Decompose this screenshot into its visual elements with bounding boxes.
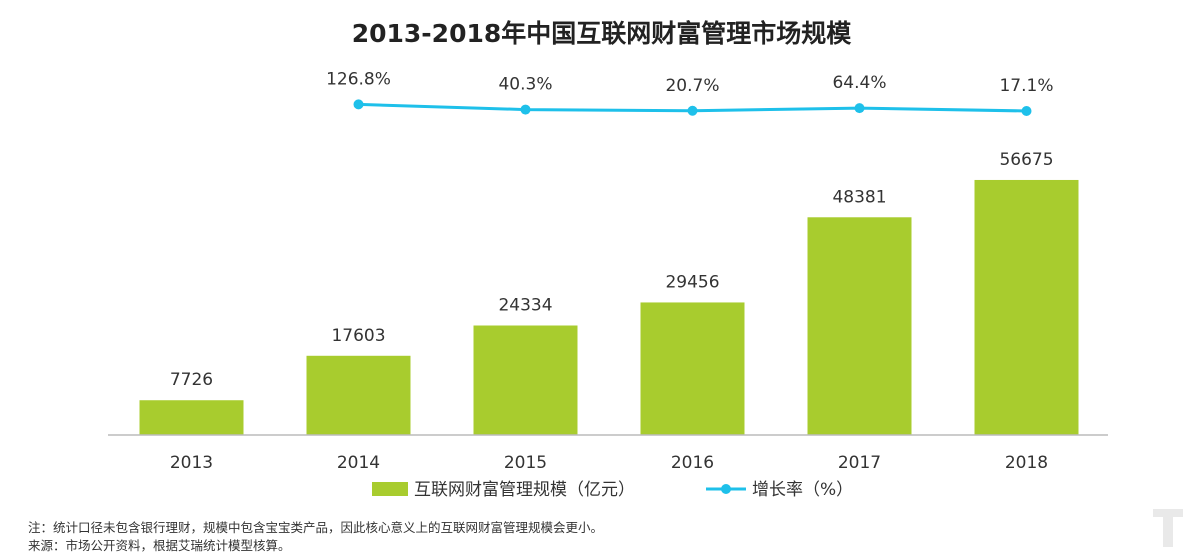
bar-2013 xyxy=(139,400,244,435)
x-tick-2014: 2014 xyxy=(337,453,380,473)
footnote-source: 来源：市场公开资料，根据艾瑞统计模型核算。 xyxy=(28,538,291,553)
yiou-logo-icon xyxy=(1153,509,1183,547)
bar-2017 xyxy=(807,217,912,435)
legend-bar-label: 互联网财富管理规模（亿元） xyxy=(414,480,635,500)
growth-point-2015 xyxy=(520,104,531,115)
legend-bar-swatch xyxy=(372,482,408,496)
growth-label-2014: 126.8% xyxy=(326,69,391,89)
bar-value-labels: 7726 17603 24334 29456 48381 56675 xyxy=(170,150,1054,390)
chart-title: 2013-2018年中国互联网财富管理市场规模 xyxy=(351,19,852,48)
legend: 互联网财富管理规模（亿元） 增长率（%） xyxy=(372,480,853,500)
bar-2016 xyxy=(640,302,745,435)
footnote-note: 注：统计口径未包含银行理财，规模中包含宝宝类产品，因此核心意义上的互联网财富管理… xyxy=(28,520,604,535)
bar-label-2018: 56675 xyxy=(999,150,1053,170)
bar-label-2013: 7726 xyxy=(170,370,213,390)
bar-2015 xyxy=(473,325,578,435)
growth-line-series xyxy=(353,99,1032,116)
legend-line-label: 增长率（%） xyxy=(752,480,853,500)
growth-point-2017 xyxy=(854,103,865,114)
bar-label-2014: 17603 xyxy=(331,326,385,346)
growth-point-2018 xyxy=(1021,105,1032,116)
growth-value-labels: 126.8% 40.3% 20.7% 64.4% 17.1% xyxy=(326,69,1053,96)
x-tick-2016: 2016 xyxy=(671,453,714,473)
bar-label-2017: 48381 xyxy=(832,187,886,207)
legend-line-marker xyxy=(721,484,731,494)
growth-label-2015: 40.3% xyxy=(498,75,552,95)
x-tick-labels: 2013 2014 2015 2016 2017 2018 xyxy=(170,453,1048,473)
bar-2014 xyxy=(306,355,411,435)
x-tick-2017: 2017 xyxy=(838,453,881,473)
bar-label-2016: 29456 xyxy=(665,272,719,292)
bar-2018 xyxy=(974,179,1079,435)
x-tick-2013: 2013 xyxy=(170,453,213,473)
growth-label-2016: 20.7% xyxy=(665,76,719,96)
x-tick-2015: 2015 xyxy=(504,453,547,473)
x-tick-2018: 2018 xyxy=(1005,453,1048,473)
bar-label-2015: 24334 xyxy=(498,295,552,315)
growth-point-2016 xyxy=(687,105,698,116)
growth-label-2018: 17.1% xyxy=(999,76,1053,96)
growth-point-2014 xyxy=(353,99,364,110)
bar-series xyxy=(139,179,1079,435)
growth-label-2017: 64.4% xyxy=(832,73,886,93)
